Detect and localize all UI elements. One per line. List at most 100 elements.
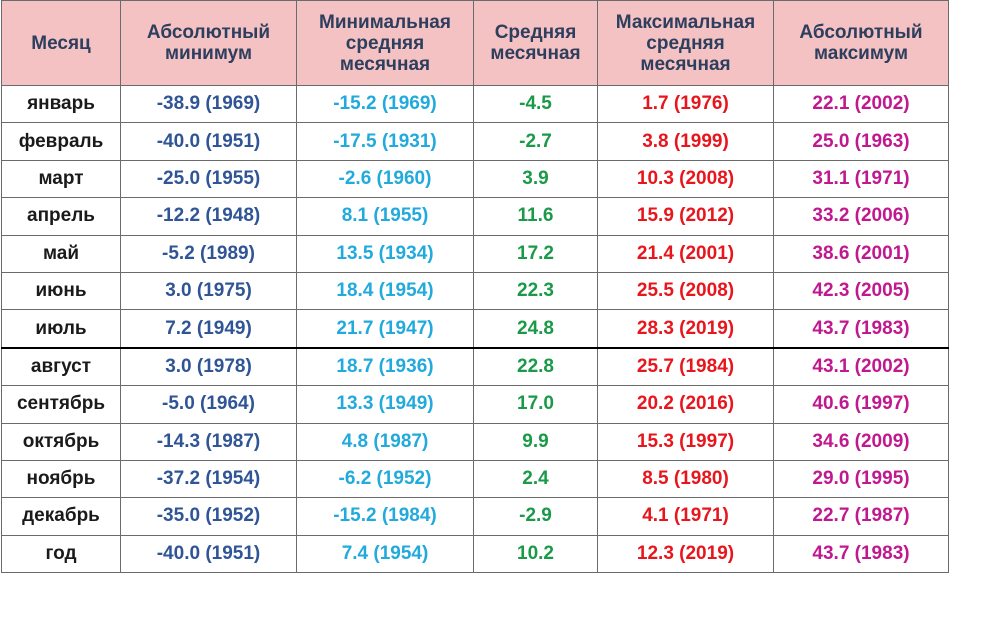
minimal-mean-monthly-cell: 21.7 (1947): [296, 309, 474, 349]
table-row: март -25.0 (1955) -2.6 (1960) 3.9 10.3 (2008…: [1, 160, 949, 199]
header-absolute-minimum: Абсолютный минимум: [120, 0, 297, 86]
absolute-maximum-cell: 34.6 (2009): [773, 423, 949, 461]
absolute-maximum-cell: 43.7 (1983): [773, 535, 949, 574]
minimal-mean-monthly-cell: 13.3 (1949): [296, 385, 474, 424]
month-cell: июль: [1, 309, 121, 349]
mean-monthly-cell: 22.3: [473, 272, 598, 311]
minimal-mean-monthly-cell: 4.8 (1987): [296, 423, 474, 461]
maximal-mean-monthly-cell: 12.3 (2019): [597, 535, 774, 574]
absolute-maximum-cell: 31.1 (1971): [773, 160, 949, 199]
mean-monthly-cell: 17.0: [473, 385, 598, 424]
absolute-maximum-cell: 25.0 (1963): [773, 122, 949, 161]
minimal-mean-monthly-cell: -6.2 (1952): [296, 460, 474, 499]
absolute-maximum-cell: 22.7 (1987): [773, 497, 949, 536]
table-row: май -5.2 (1989) 13.5 (1934) 17.2 21.4 (2001)…: [1, 235, 949, 273]
minimal-mean-monthly-cell: 18.7 (1936): [296, 346, 474, 387]
mean-monthly-cell: 9.9: [473, 423, 598, 461]
month-cell: июнь: [1, 272, 121, 311]
maximal-mean-monthly-cell: 20.2 (2016): [597, 385, 774, 424]
climate-table: Месяц Абсолютный минимум Минимальная сре…: [1, 0, 949, 574]
absolute-minimum-cell: 3.0 (1978): [120, 346, 297, 387]
table-row: ноябрь -37.2 (1954) -6.2 (1952) 2.4 8.5 (198…: [1, 460, 949, 499]
minimal-mean-monthly-cell: -2.6 (1960): [296, 160, 474, 199]
absolute-minimum-cell: -40.0 (1951): [120, 122, 297, 161]
table-row: декабрь -35.0 (1952) -15.2 (1984) -2.9 4.1 (…: [1, 497, 949, 536]
absolute-maximum-cell: 33.2 (2006): [773, 197, 949, 236]
table-body: январь -38.9 (1969) -15.2 (1969) -4.5 1.7 (1…: [1, 85, 949, 574]
header-minimal-mean-monthly: Минимальная средняя месячная: [296, 0, 474, 86]
maximal-mean-monthly-cell: 8.5 (1980): [597, 460, 774, 499]
mean-monthly-cell: 2.4: [473, 460, 598, 499]
header-row: Месяц Абсолютный минимум Минимальная сре…: [1, 0, 949, 86]
maximal-mean-monthly-cell: 15.9 (2012): [597, 197, 774, 236]
absolute-maximum-cell: 43.1 (2002): [773, 346, 949, 387]
header-maximal-mean-monthly: Максимальная средняя месячная: [597, 0, 774, 86]
minimal-mean-monthly-cell: 18.4 (1954): [296, 272, 474, 311]
table-row: январь -38.9 (1969) -15.2 (1969) -4.5 1.7 (1…: [1, 85, 949, 124]
table-row: октябрь -14.3 (1987) 4.8 (1987) 9.9 15.3 (19…: [1, 423, 949, 461]
absolute-minimum-cell: 7.2 (1949): [120, 309, 297, 349]
maximal-mean-monthly-cell: 10.3 (2008): [597, 160, 774, 199]
month-cell: ноябрь: [1, 460, 121, 499]
minimal-mean-monthly-cell: 13.5 (1934): [296, 235, 474, 273]
absolute-maximum-cell: 42.3 (2005): [773, 272, 949, 311]
month-cell: январь: [1, 85, 121, 124]
minimal-mean-monthly-cell: 7.4 (1954): [296, 535, 474, 574]
table-row: апрель -12.2 (1948) 8.1 (1955) 11.6 15.9 (20…: [1, 197, 949, 236]
absolute-minimum-cell: -40.0 (1951): [120, 535, 297, 574]
mean-monthly-cell: 17.2: [473, 235, 598, 273]
mean-monthly-cell: 3.9: [473, 160, 598, 199]
table-row: сентябрь -5.0 (1964) 13.3 (1949) 17.0 20.2 (…: [1, 385, 949, 424]
maximal-mean-monthly-cell: 4.1 (1971): [597, 497, 774, 536]
mean-monthly-cell: 11.6: [473, 197, 598, 236]
maximal-mean-monthly-cell: 3.8 (1999): [597, 122, 774, 161]
header-month: Месяц: [1, 0, 121, 86]
absolute-minimum-cell: -37.2 (1954): [120, 460, 297, 499]
minimal-mean-monthly-cell: -15.2 (1969): [296, 85, 474, 124]
month-cell: декабрь: [1, 497, 121, 536]
absolute-minimum-cell: -5.0 (1964): [120, 385, 297, 424]
maximal-mean-monthly-cell: 28.3 (2019): [597, 309, 774, 349]
minimal-mean-monthly-cell: 8.1 (1955): [296, 197, 474, 236]
mean-monthly-cell: -2.9: [473, 497, 598, 536]
minimal-mean-monthly-cell: -15.2 (1984): [296, 497, 474, 536]
mean-monthly-cell: 10.2: [473, 535, 598, 574]
header-mean-monthly: Средняя месячная: [473, 0, 598, 86]
month-cell: апрель: [1, 197, 121, 236]
absolute-maximum-cell: 43.7 (1983): [773, 309, 949, 349]
month-cell: март: [1, 160, 121, 199]
mean-monthly-cell: 24.8: [473, 309, 598, 349]
mean-monthly-cell: 22.8: [473, 346, 598, 387]
absolute-maximum-cell: 22.1 (2002): [773, 85, 949, 124]
absolute-minimum-cell: -25.0 (1955): [120, 160, 297, 199]
maximal-mean-monthly-cell: 21.4 (2001): [597, 235, 774, 273]
minimal-mean-monthly-cell: -17.5 (1931): [296, 122, 474, 161]
maximal-mean-monthly-cell: 15.3 (1997): [597, 423, 774, 461]
absolute-minimum-cell: -5.2 (1989): [120, 235, 297, 273]
absolute-minimum-cell: -14.3 (1987): [120, 423, 297, 461]
table-row: август 3.0 (1978) 18.7 (1936) 22.8 25.7 (198…: [1, 346, 949, 387]
absolute-maximum-cell: 29.0 (1995): [773, 460, 949, 499]
maximal-mean-monthly-cell: 1.7 (1976): [597, 85, 774, 124]
mean-monthly-cell: -4.5: [473, 85, 598, 124]
month-cell: февраль: [1, 122, 121, 161]
absolute-maximum-cell: 38.6 (2001): [773, 235, 949, 273]
month-cell: август: [1, 346, 121, 387]
table-row: июнь 3.0 (1975) 18.4 (1954) 22.3 25.5 (2008)…: [1, 272, 949, 311]
absolute-minimum-cell: -35.0 (1952): [120, 497, 297, 536]
month-cell: май: [1, 235, 121, 273]
month-cell: год: [1, 535, 121, 574]
header-absolute-maximum: Абсолютный максимум: [773, 0, 949, 86]
month-cell: октябрь: [1, 423, 121, 461]
table-row: год -40.0 (1951) 7.4 (1954) 10.2 12.3 (2019)…: [1, 535, 949, 574]
absolute-minimum-cell: -38.9 (1969): [120, 85, 297, 124]
table-row: февраль -40.0 (1951) -17.5 (1931) -2.7 3.8 (…: [1, 122, 949, 161]
absolute-minimum-cell: -12.2 (1948): [120, 197, 297, 236]
maximal-mean-monthly-cell: 25.5 (2008): [597, 272, 774, 311]
absolute-maximum-cell: 40.6 (1997): [773, 385, 949, 424]
absolute-minimum-cell: 3.0 (1975): [120, 272, 297, 311]
maximal-mean-monthly-cell: 25.7 (1984): [597, 346, 774, 387]
mean-monthly-cell: -2.7: [473, 122, 598, 161]
table-row: июль 7.2 (1949) 21.7 (1947) 24.8 28.3 (2019)…: [1, 309, 949, 349]
month-cell: сентябрь: [1, 385, 121, 424]
